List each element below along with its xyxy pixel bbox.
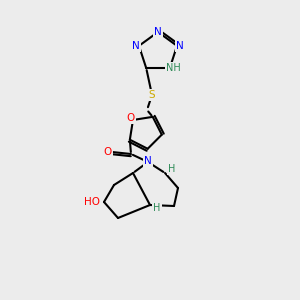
Text: N: N: [154, 27, 162, 37]
Text: H: H: [153, 203, 161, 213]
Text: N: N: [176, 41, 184, 51]
Text: NH: NH: [167, 63, 181, 73]
Text: O: O: [104, 147, 112, 157]
Text: N: N: [132, 41, 140, 51]
Text: N: N: [144, 156, 152, 166]
Text: S: S: [149, 90, 155, 100]
Text: O: O: [127, 113, 135, 123]
Text: H: H: [168, 164, 176, 174]
Text: HO: HO: [84, 197, 100, 207]
